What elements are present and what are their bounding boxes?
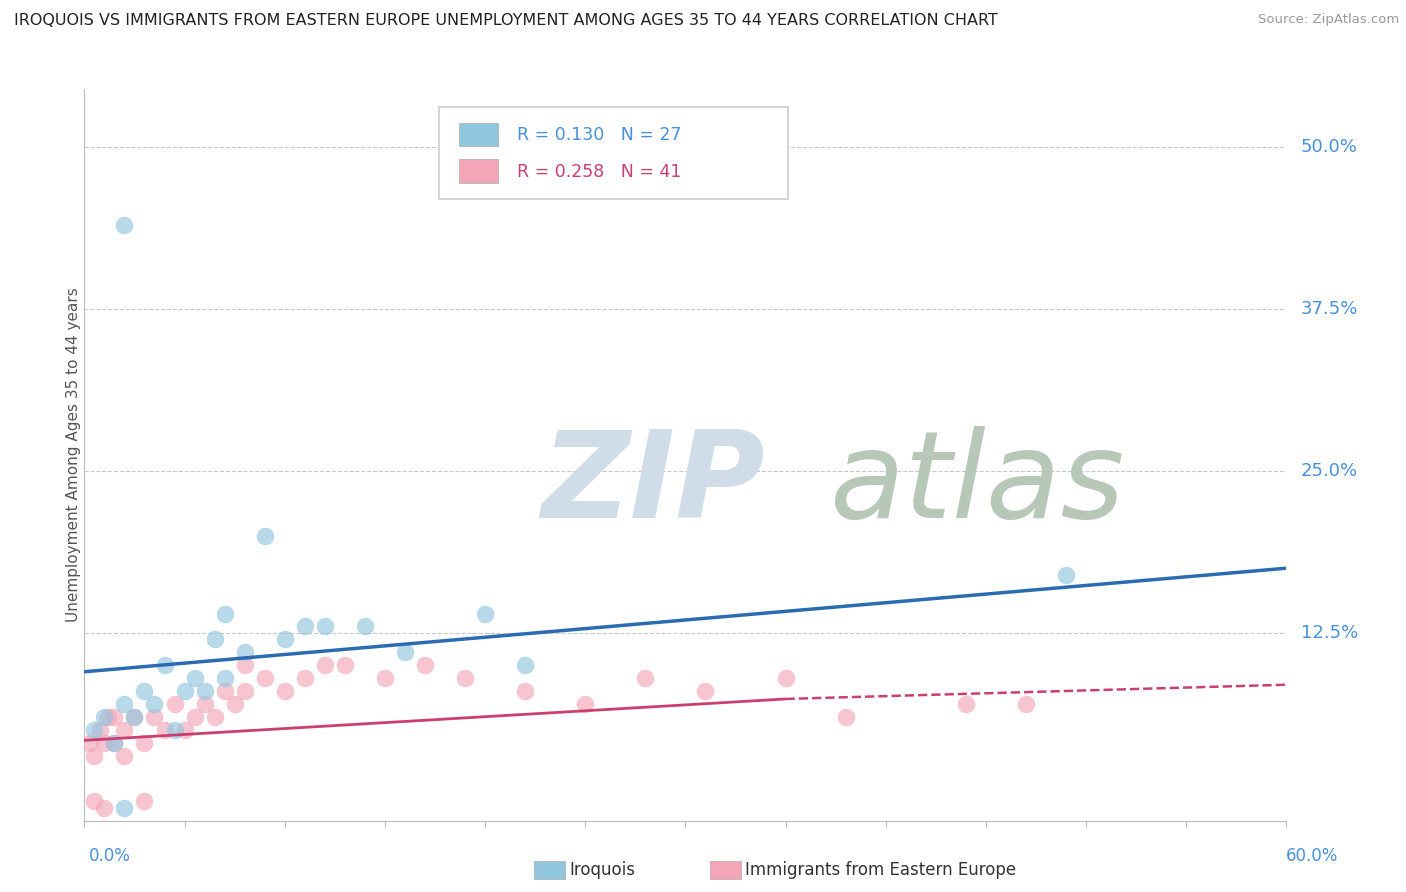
Point (1054, 567, 1077, 582)
Point (224, 697, 246, 711)
Point (114, 800, 135, 814)
Point (574, 697, 596, 711)
Text: atlas: atlas (830, 425, 1125, 542)
Point (97, 710, 120, 724)
Point (83, 794, 105, 808)
Point (634, 671, 657, 685)
Text: 12.5%: 12.5% (1301, 624, 1358, 642)
Point (214, 671, 236, 685)
Point (233, 658, 256, 673)
Point (89, 723, 111, 737)
Point (114, 748, 135, 763)
Point (214, 684, 236, 698)
Text: Immigrants from Eastern Europe: Immigrants from Eastern Europe (745, 861, 1017, 879)
Point (134, 684, 156, 698)
Point (103, 736, 125, 750)
Text: IROQUOIS VS IMMIGRANTS FROM EASTERN EUROPE UNEMPLOYMENT AMONG AGES 35 TO 44 YEAR: IROQUOIS VS IMMIGRANTS FROM EASTERN EURO… (14, 13, 998, 29)
Point (253, 671, 276, 685)
Point (695, 684, 717, 698)
Point (515, 658, 537, 673)
Point (134, 794, 156, 808)
Point (193, 697, 217, 711)
Point (955, 697, 977, 711)
Point (83, 748, 105, 763)
Point (204, 632, 226, 647)
Point (124, 710, 146, 724)
Point (183, 710, 205, 724)
Point (835, 710, 858, 724)
Text: 37.5%: 37.5% (1301, 301, 1358, 318)
Point (173, 723, 195, 737)
Point (183, 671, 205, 685)
Point (114, 697, 135, 711)
Point (143, 697, 166, 711)
Point (134, 736, 156, 750)
Point (253, 529, 276, 543)
Point (93, 736, 115, 750)
Text: 0.0%: 0.0% (89, 847, 131, 865)
Y-axis label: Unemployment Among Ages 35 to 44 years: Unemployment Among Ages 35 to 44 years (66, 287, 80, 623)
Point (114, 218, 135, 232)
Text: 25.0%: 25.0% (1301, 462, 1358, 480)
Point (173, 684, 195, 698)
FancyBboxPatch shape (439, 108, 787, 199)
Point (294, 671, 316, 685)
Point (214, 607, 236, 621)
Point (314, 658, 336, 673)
Point (333, 658, 356, 673)
Text: R = 0.258   N = 41: R = 0.258 N = 41 (517, 163, 682, 181)
Point (294, 619, 316, 633)
Point (454, 671, 477, 685)
Point (193, 684, 217, 698)
Point (124, 710, 146, 724)
Text: R = 0.130   N = 27: R = 0.130 N = 27 (517, 127, 682, 145)
Point (474, 607, 496, 621)
Text: Iroquois: Iroquois (569, 861, 636, 879)
Point (374, 671, 396, 685)
Point (83, 723, 105, 737)
Point (93, 710, 115, 724)
Text: Source: ZipAtlas.com: Source: ZipAtlas.com (1258, 13, 1399, 27)
Point (153, 658, 176, 673)
Point (413, 658, 436, 673)
Point (354, 619, 377, 633)
Point (93, 800, 115, 814)
Point (79, 736, 101, 750)
Point (143, 710, 166, 724)
Point (153, 723, 176, 737)
Point (163, 723, 186, 737)
Bar (460, 160, 498, 183)
Point (775, 671, 797, 685)
Point (163, 697, 186, 711)
Point (103, 710, 125, 724)
Text: ZIP: ZIP (541, 425, 765, 542)
Point (233, 684, 256, 698)
Point (394, 645, 416, 659)
Point (274, 632, 297, 647)
Point (103, 736, 125, 750)
Text: 60.0%: 60.0% (1286, 847, 1339, 865)
Point (204, 710, 226, 724)
Point (114, 723, 135, 737)
Bar (460, 123, 498, 146)
Point (1015, 697, 1038, 711)
Point (314, 619, 336, 633)
Point (233, 645, 256, 659)
Point (515, 684, 537, 698)
Point (274, 684, 297, 698)
Text: 50.0%: 50.0% (1301, 138, 1358, 156)
